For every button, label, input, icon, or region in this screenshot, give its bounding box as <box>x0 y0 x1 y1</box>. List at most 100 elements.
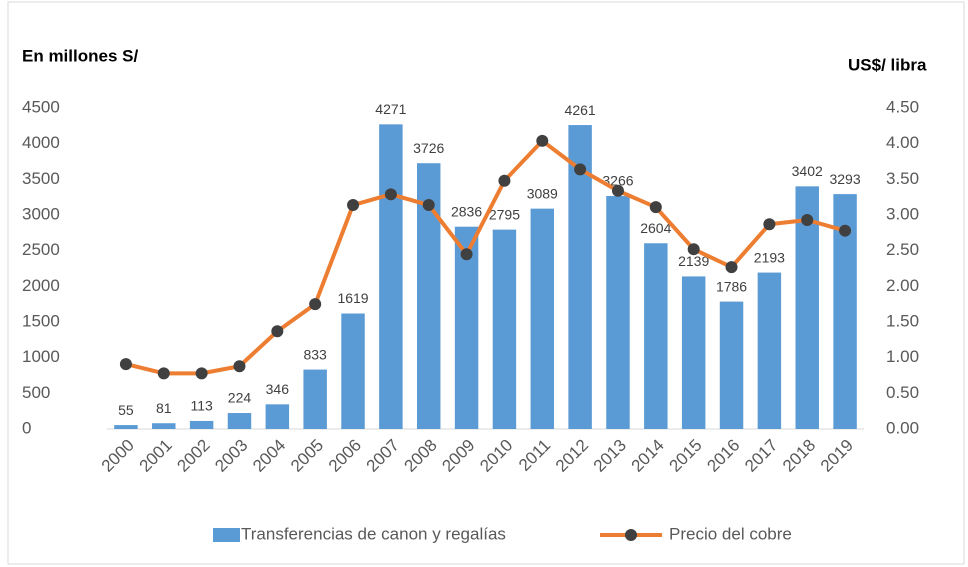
y2-tick-label: 1.50 <box>886 311 919 330</box>
y2-tick-label: 0.50 <box>886 383 919 402</box>
bar <box>606 196 630 429</box>
y-tick-label: 1000 <box>22 347 60 366</box>
data-label: 3726 <box>413 140 444 156</box>
data-label: 3402 <box>792 163 823 179</box>
data-label: 1786 <box>716 278 747 294</box>
y-tick-label: 3500 <box>22 169 60 188</box>
y-tick-label: 1500 <box>22 311 60 330</box>
marker <box>536 134 549 147</box>
legend-label: Precio del cobre <box>669 524 792 543</box>
data-label: 3089 <box>527 185 558 201</box>
line <box>125 138 846 376</box>
x-tick-label: 2008 <box>401 436 441 476</box>
bar <box>492 229 517 429</box>
marker <box>422 199 435 212</box>
x-tick-label: 2012 <box>552 436 592 476</box>
x-tick-label: 2019 <box>817 436 857 476</box>
marker <box>309 298 322 311</box>
data-label: 2139 <box>678 253 709 269</box>
x-tick-label: 2014 <box>628 436 668 476</box>
x-tick-label: 2018 <box>779 436 819 476</box>
x-tick-label: 2015 <box>665 436 705 476</box>
data-label: 2795 <box>489 206 520 222</box>
y2-tick-label: 3.00 <box>886 204 919 223</box>
marker <box>839 224 852 237</box>
x-tick-label: 2002 <box>173 436 213 476</box>
bar <box>189 420 214 429</box>
data-label: 224 <box>228 390 252 406</box>
data-label: 2836 <box>451 203 482 219</box>
bar <box>644 243 668 429</box>
data-label: 1619 <box>337 290 368 306</box>
marker <box>649 201 662 214</box>
marker <box>384 188 397 201</box>
data-label: 113 <box>190 398 213 414</box>
y2-tick-label: 4.50 <box>886 97 919 116</box>
marker <box>157 367 170 380</box>
data-label: 4271 <box>375 101 406 117</box>
data-label: 81 <box>156 400 172 416</box>
bar <box>454 226 479 429</box>
x-tick-label: 2011 <box>515 436 554 475</box>
y-tick-label: 4500 <box>22 97 60 116</box>
data-label: 3293 <box>829 171 860 187</box>
bar <box>757 272 782 429</box>
marker <box>233 360 246 373</box>
bar <box>833 194 857 429</box>
y2-axis-title: US$/ libra <box>848 55 927 74</box>
bar <box>681 276 706 429</box>
y-tick-label: 3000 <box>22 204 60 223</box>
x-tick-label: 2005 <box>287 436 327 476</box>
x-tick-label: 2003 <box>211 436 251 476</box>
marker <box>574 163 587 176</box>
legend-swatch <box>625 529 637 541</box>
y2-tick-label: 4.00 <box>886 133 919 152</box>
bar <box>568 125 592 429</box>
marker <box>195 367 208 380</box>
y2-tick-label: 1.00 <box>886 347 919 366</box>
bar <box>379 124 403 430</box>
marker <box>687 243 700 256</box>
x-tick-label: 2001 <box>136 436 176 476</box>
x-tick-label: 2016 <box>703 436 743 476</box>
bar <box>227 413 252 429</box>
legend-swatch <box>213 528 240 542</box>
bar <box>114 425 138 429</box>
y-tick-label: 4000 <box>22 133 60 152</box>
bar <box>530 208 555 429</box>
y-axis-title: En millones S/ <box>22 46 138 65</box>
legend-label: Transferencias de canon y regalías <box>241 524 506 543</box>
x-tick-label: 2009 <box>438 436 478 476</box>
x-tick-label: 2007 <box>363 436 403 476</box>
y2-tick-label: 0.00 <box>886 418 919 437</box>
y-tick-label: 2000 <box>22 276 60 295</box>
marker <box>498 174 511 187</box>
y2-tick-label: 2.50 <box>886 240 919 259</box>
marker <box>347 199 360 212</box>
marker <box>725 261 738 274</box>
bar <box>265 404 290 429</box>
x-tick-label: 2010 <box>476 436 516 476</box>
marker <box>611 184 624 197</box>
x-tick-label: 2000 <box>98 436 138 476</box>
marker <box>801 213 814 226</box>
bar <box>152 423 176 429</box>
data-label: 2604 <box>640 220 671 236</box>
marker <box>271 325 284 338</box>
chart-frame <box>7 1 965 565</box>
bar <box>719 301 744 429</box>
y2-tick-label: 2.00 <box>886 276 919 295</box>
marker <box>460 248 473 261</box>
y-tick-label: 2500 <box>22 240 60 259</box>
y-tick-label: 0 <box>22 418 31 437</box>
x-tick-label: 2004 <box>249 436 289 476</box>
data-label: 55 <box>118 402 134 418</box>
bar <box>303 369 327 429</box>
bar <box>341 313 365 429</box>
x-tick-label: 2013 <box>590 436 630 476</box>
y2-tick-label: 3.50 <box>886 169 919 188</box>
data-label: 2193 <box>754 249 785 265</box>
marker <box>119 358 132 371</box>
data-label: 346 <box>266 381 290 397</box>
